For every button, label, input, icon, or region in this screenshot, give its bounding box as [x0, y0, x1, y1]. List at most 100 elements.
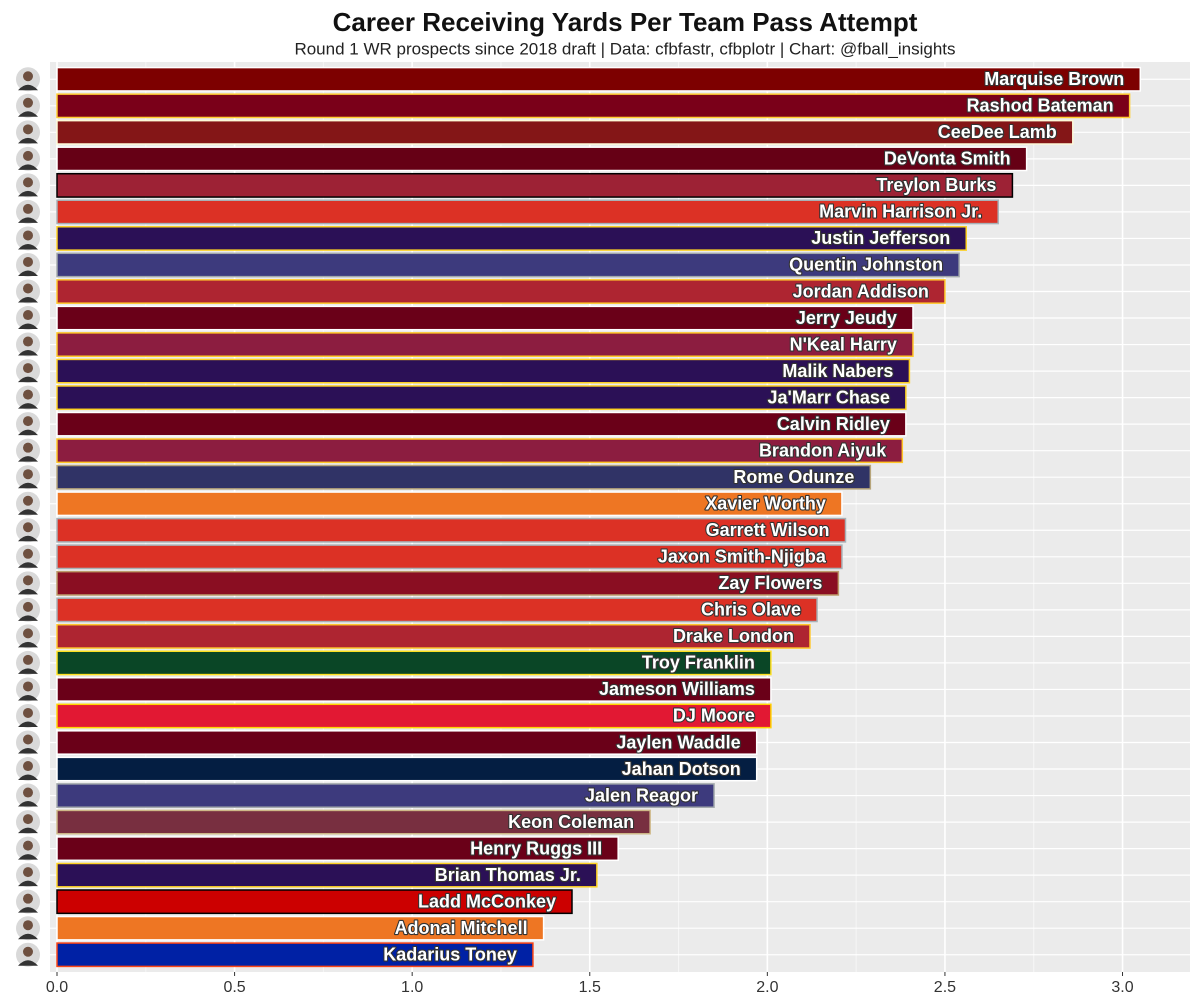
bar	[56, 93, 1131, 119]
headshot-head	[23, 256, 33, 267]
bar	[56, 438, 904, 464]
player-headshot	[16, 730, 40, 755]
bar	[56, 730, 758, 755]
bar	[56, 809, 651, 835]
headshot-body	[18, 164, 38, 170]
bar-label: Adonai Mitchell	[395, 918, 528, 938]
headshot-head	[23, 628, 33, 639]
headshot-body	[18, 403, 38, 409]
bar	[56, 491, 843, 517]
bar-label: Zay Flowers	[718, 573, 822, 593]
bar-label: Rashod Bateman	[967, 96, 1114, 116]
headshot-head	[23, 522, 33, 533]
bar-label: Henry Ruggs III	[470, 838, 602, 858]
bar	[56, 517, 847, 543]
bar	[56, 332, 914, 357]
headshot-body	[18, 933, 38, 940]
bar	[56, 544, 843, 570]
bar	[56, 597, 818, 623]
x-tick-label: 2.5	[934, 979, 956, 996]
headshot-head	[23, 97, 33, 108]
bar	[56, 677, 772, 702]
player-headshot	[16, 571, 40, 596]
bar-label: Marquise Brown	[984, 69, 1124, 89]
headshot-body	[18, 774, 38, 781]
bar-label: Quentin Johnston	[789, 255, 943, 275]
x-tick-label: 0.5	[223, 979, 245, 996]
headshot-head	[23, 442, 33, 453]
x-tick-label: 3.0	[1111, 979, 1133, 996]
player-headshot	[16, 199, 40, 224]
bar	[56, 66, 1142, 92]
bar-label: Calvin Ridley	[777, 414, 890, 434]
player-headshot	[16, 279, 40, 304]
headshot-head	[23, 654, 33, 665]
headshot-body	[18, 880, 38, 887]
headshot-head	[23, 946, 33, 957]
player-headshot	[16, 385, 40, 410]
headshot-body	[18, 350, 38, 356]
player-headshot	[16, 146, 40, 171]
headshot-body	[18, 429, 38, 436]
bar-label: Justin Jefferson	[811, 228, 950, 248]
player-headshot	[16, 491, 40, 516]
headshot-head	[23, 310, 33, 321]
headshot-head	[23, 177, 33, 188]
bar	[56, 756, 758, 782]
headshot-body	[18, 243, 38, 250]
player-headshot	[16, 306, 40, 331]
bar	[56, 119, 1074, 145]
headshot-head	[23, 893, 33, 904]
bar	[56, 226, 967, 251]
headshot-head	[23, 761, 33, 772]
headshot-body	[18, 137, 38, 144]
bar-label: Ladd McConkey	[418, 891, 556, 911]
headshot-body	[18, 270, 38, 276]
player-headshot	[16, 889, 40, 914]
bar-label: DJ Moore	[673, 706, 755, 726]
bar-label: Jahan Dotson	[622, 759, 741, 779]
bar-label: Jerry Jeudy	[796, 308, 897, 328]
bar	[56, 915, 545, 941]
headshot-head	[23, 814, 33, 825]
player-headshot	[16, 465, 40, 490]
bar	[56, 650, 772, 676]
player-headshot	[16, 836, 40, 861]
bar	[56, 411, 907, 437]
player-headshot	[16, 518, 40, 543]
bar-label: Brandon Aiyuk	[759, 440, 887, 460]
headshot-head	[23, 389, 33, 400]
headshot-body	[18, 562, 38, 568]
bar-label: Brian Thomas Jr.	[435, 865, 581, 885]
headshot-head	[23, 416, 33, 427]
headshot-head	[23, 840, 33, 851]
bar-label: Jaxon Smith-Njigba	[658, 547, 827, 567]
headshot-head	[23, 681, 33, 692]
player-headshot	[16, 783, 40, 808]
headshot-body	[18, 694, 38, 701]
headshot-body	[18, 721, 38, 727]
player-headshot	[16, 226, 40, 251]
headshot-head	[23, 734, 33, 745]
player-headshot	[16, 93, 40, 118]
headshot-body	[18, 297, 38, 303]
headshot-body	[18, 960, 38, 966]
player-headshot	[16, 810, 40, 835]
bar	[56, 464, 872, 490]
headshot-body	[18, 615, 38, 621]
bar-label: Ja'Marr Chase	[768, 387, 890, 407]
headshot-body	[18, 84, 38, 91]
bar-label: Malik Nabers	[782, 361, 893, 381]
player-headshot	[16, 173, 40, 198]
bar-label: CeeDee Lamb	[938, 122, 1057, 142]
headshot-body	[18, 854, 38, 860]
bar	[56, 252, 960, 278]
headshot-body	[18, 588, 38, 595]
player-headshot	[16, 597, 40, 622]
chart-subtitle: Round 1 WR prospects since 2018 draft | …	[294, 39, 955, 58]
player-headshot	[16, 252, 40, 277]
player-headshot	[16, 67, 40, 92]
bar	[56, 172, 1014, 198]
player-headshot	[16, 916, 40, 941]
